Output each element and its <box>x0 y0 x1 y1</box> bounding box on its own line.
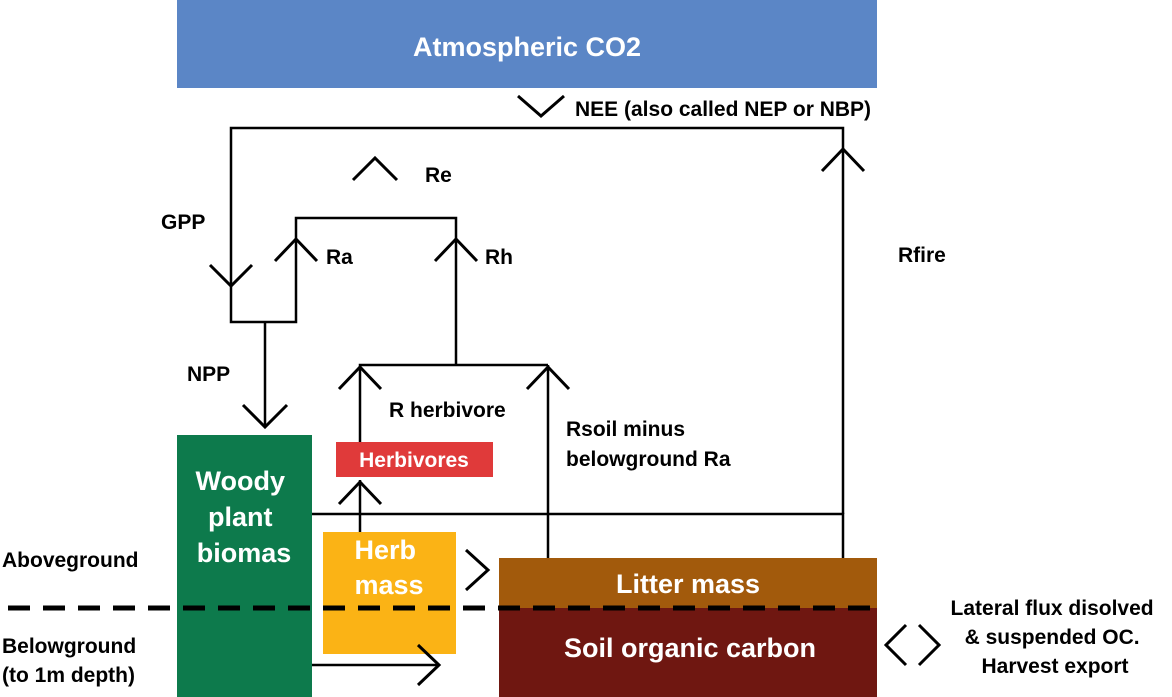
herb-mass-box <box>323 532 456 654</box>
ra-label: Ra <box>326 246 353 269</box>
herbivores-box <box>336 442 493 477</box>
re-arrow-icon <box>351 155 399 182</box>
re-branch-line <box>294 216 458 365</box>
gpp-line <box>229 126 845 514</box>
lateral-left-arrow-icon <box>883 623 908 667</box>
rsoil-arrow-icon <box>525 364 571 391</box>
herb-mass-label: Herb mass <box>354 535 423 600</box>
woody-biomass-label: Woody plant biomas <box>195 466 292 568</box>
lateral-line-2: & suspended OC. <box>965 626 1140 649</box>
nee-arrow-icon <box>517 94 565 118</box>
npp-label: NPP <box>187 363 230 386</box>
atmosphere-label: Atmospheric CO2 <box>413 32 641 62</box>
rh-arrow-icon <box>433 236 479 263</box>
rfire-arrow-icon <box>820 146 866 173</box>
soil-carbon-box <box>499 608 877 697</box>
litter-mass-label: Litter mass <box>616 569 760 599</box>
fire-line <box>312 512 845 558</box>
litter-mass-box <box>499 558 877 608</box>
gpp-label: GPP <box>161 211 205 234</box>
npp-arrow-icon <box>241 403 289 430</box>
herbivores-label: Herbivores <box>359 449 469 472</box>
woody-line-1: Woody <box>195 466 285 496</box>
woody-line-3: biomas <box>197 538 292 568</box>
rsoil-line-1: Rsoil minus <box>566 418 685 441</box>
rsoil-line-2: belowground Ra <box>566 448 731 471</box>
rsoil-label: Rsoil minus belowground Ra <box>566 418 731 471</box>
belowground-line-1: Belowground <box>2 635 136 658</box>
lateral-line-1: Lateral flux disolved <box>951 597 1154 620</box>
herb-to-herbivores-arrow-icon <box>337 479 383 506</box>
r-herbivore-label: R herbivore <box>389 399 506 422</box>
r-herbivore-arrow-icon <box>337 364 383 391</box>
belowground-line-2: (to 1m depth) <box>2 664 135 687</box>
herb-to-litter-arrow-icon <box>464 548 491 592</box>
gpp-arrow-icon <box>208 263 254 289</box>
herb-line-1: Herb <box>354 535 416 565</box>
nee-label: NEE (also called NEP or NBP) <box>575 98 871 121</box>
ra-line <box>229 240 298 324</box>
lateral-right-arrow-icon <box>917 623 942 667</box>
ra-arrow-icon <box>273 236 319 263</box>
atmosphere-box <box>177 0 877 88</box>
herb-line-2: mass <box>354 570 423 600</box>
re-label: Re <box>425 164 452 187</box>
belowground-label: Belowground (to 1m depth) <box>2 635 142 687</box>
rfire-label: Rfire <box>898 244 946 267</box>
soil-carbon-label: Soil organic carbon <box>564 633 816 663</box>
rh-label: Rh <box>485 246 513 269</box>
lateral-line-3: Harvest export <box>981 655 1128 678</box>
aboveground-label: Aboveground <box>2 549 139 572</box>
woody-biomass-box <box>177 435 312 697</box>
belowground-transfer-arrow-icon <box>416 643 442 687</box>
woody-line-2: plant <box>208 502 273 532</box>
lateral-flux-label: Lateral flux disolved & suspended OC. Ha… <box>951 597 1160 678</box>
